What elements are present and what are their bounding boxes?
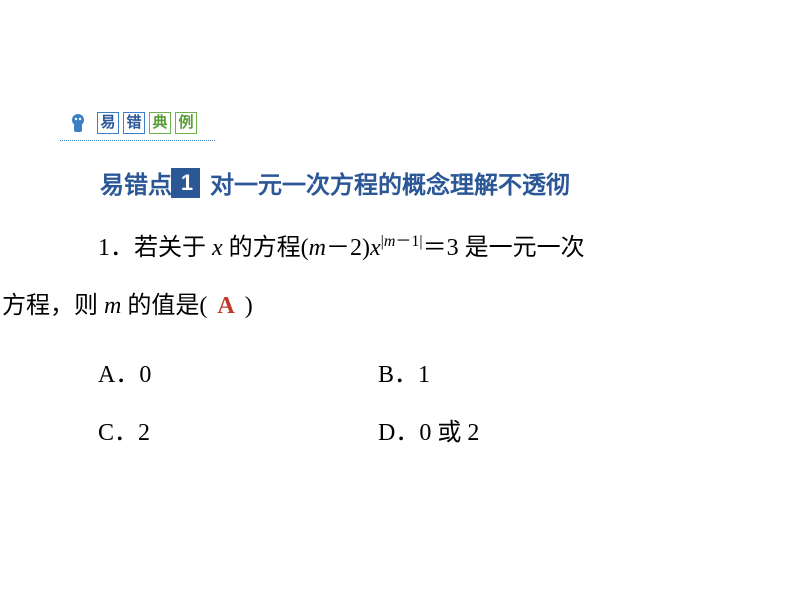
content-area: 1．若关于 x 的方程(m－2)x|m－1|＝3 是一元一次 方程，则 m 的值… [50, 220, 744, 462]
q-mid2: －2) [326, 235, 370, 261]
var-m2: m [104, 293, 121, 319]
error-point-title: 对一元一次方程的概念理解不透彻 [210, 165, 570, 200]
option-c: C．2 [98, 405, 378, 463]
option-c-value: 2 [138, 420, 150, 446]
option-row-2: C．2 D．0 或 2 [98, 405, 744, 463]
option-d-value: 0 或 2 [419, 420, 479, 446]
q-mid3: ＝3 是一元一次 [423, 235, 585, 261]
option-row-1: A．0 B．1 [98, 347, 744, 405]
q-prefix: ．若关于 [110, 235, 212, 261]
answer-letter: A [217, 293, 234, 319]
question-text: 1．若关于 x 的方程(m－2)x|m－1|＝3 是一元一次 方程，则 m 的值… [50, 220, 744, 335]
var-m1: m [309, 235, 326, 261]
option-b-label: B． [378, 362, 418, 388]
q-line2-suffix: 的值是( [121, 293, 207, 319]
options-block: A．0 B．1 C．2 D．0 或 2 [50, 347, 744, 462]
q-line2-prefix: 方程，则 [2, 293, 104, 319]
header-char-2: 错 [123, 112, 145, 134]
var-x: x [212, 235, 223, 261]
question-number: 1 [98, 235, 110, 261]
error-point-heading: 易错点 1 对一元一次方程的概念理解不透彻 [100, 165, 570, 200]
header-char-1: 易 [97, 112, 119, 134]
option-a-value: 0 [139, 362, 151, 388]
section-header: 易 错 典 例 [65, 110, 197, 136]
exponent: |m－1| [381, 233, 423, 250]
option-b-value: 1 [418, 362, 430, 388]
var-x2: x [370, 235, 381, 261]
header-title: 易 错 典 例 [97, 112, 197, 134]
error-point-number: 1 [174, 168, 200, 198]
mascot-icon [65, 110, 91, 136]
header-underline [60, 140, 215, 141]
option-a: A．0 [98, 347, 378, 405]
option-d-label: D． [378, 420, 419, 446]
close-paren: ) [245, 293, 253, 319]
option-c-label: C． [98, 420, 138, 446]
error-point-label: 易错点 [100, 165, 172, 200]
option-a-label: A． [98, 362, 139, 388]
option-b: B．1 [378, 347, 658, 405]
header-char-4: 例 [175, 112, 197, 134]
option-d: D．0 或 2 [378, 405, 658, 463]
q-mid1: 的方程( [223, 235, 309, 261]
header-char-3: 典 [149, 112, 171, 134]
